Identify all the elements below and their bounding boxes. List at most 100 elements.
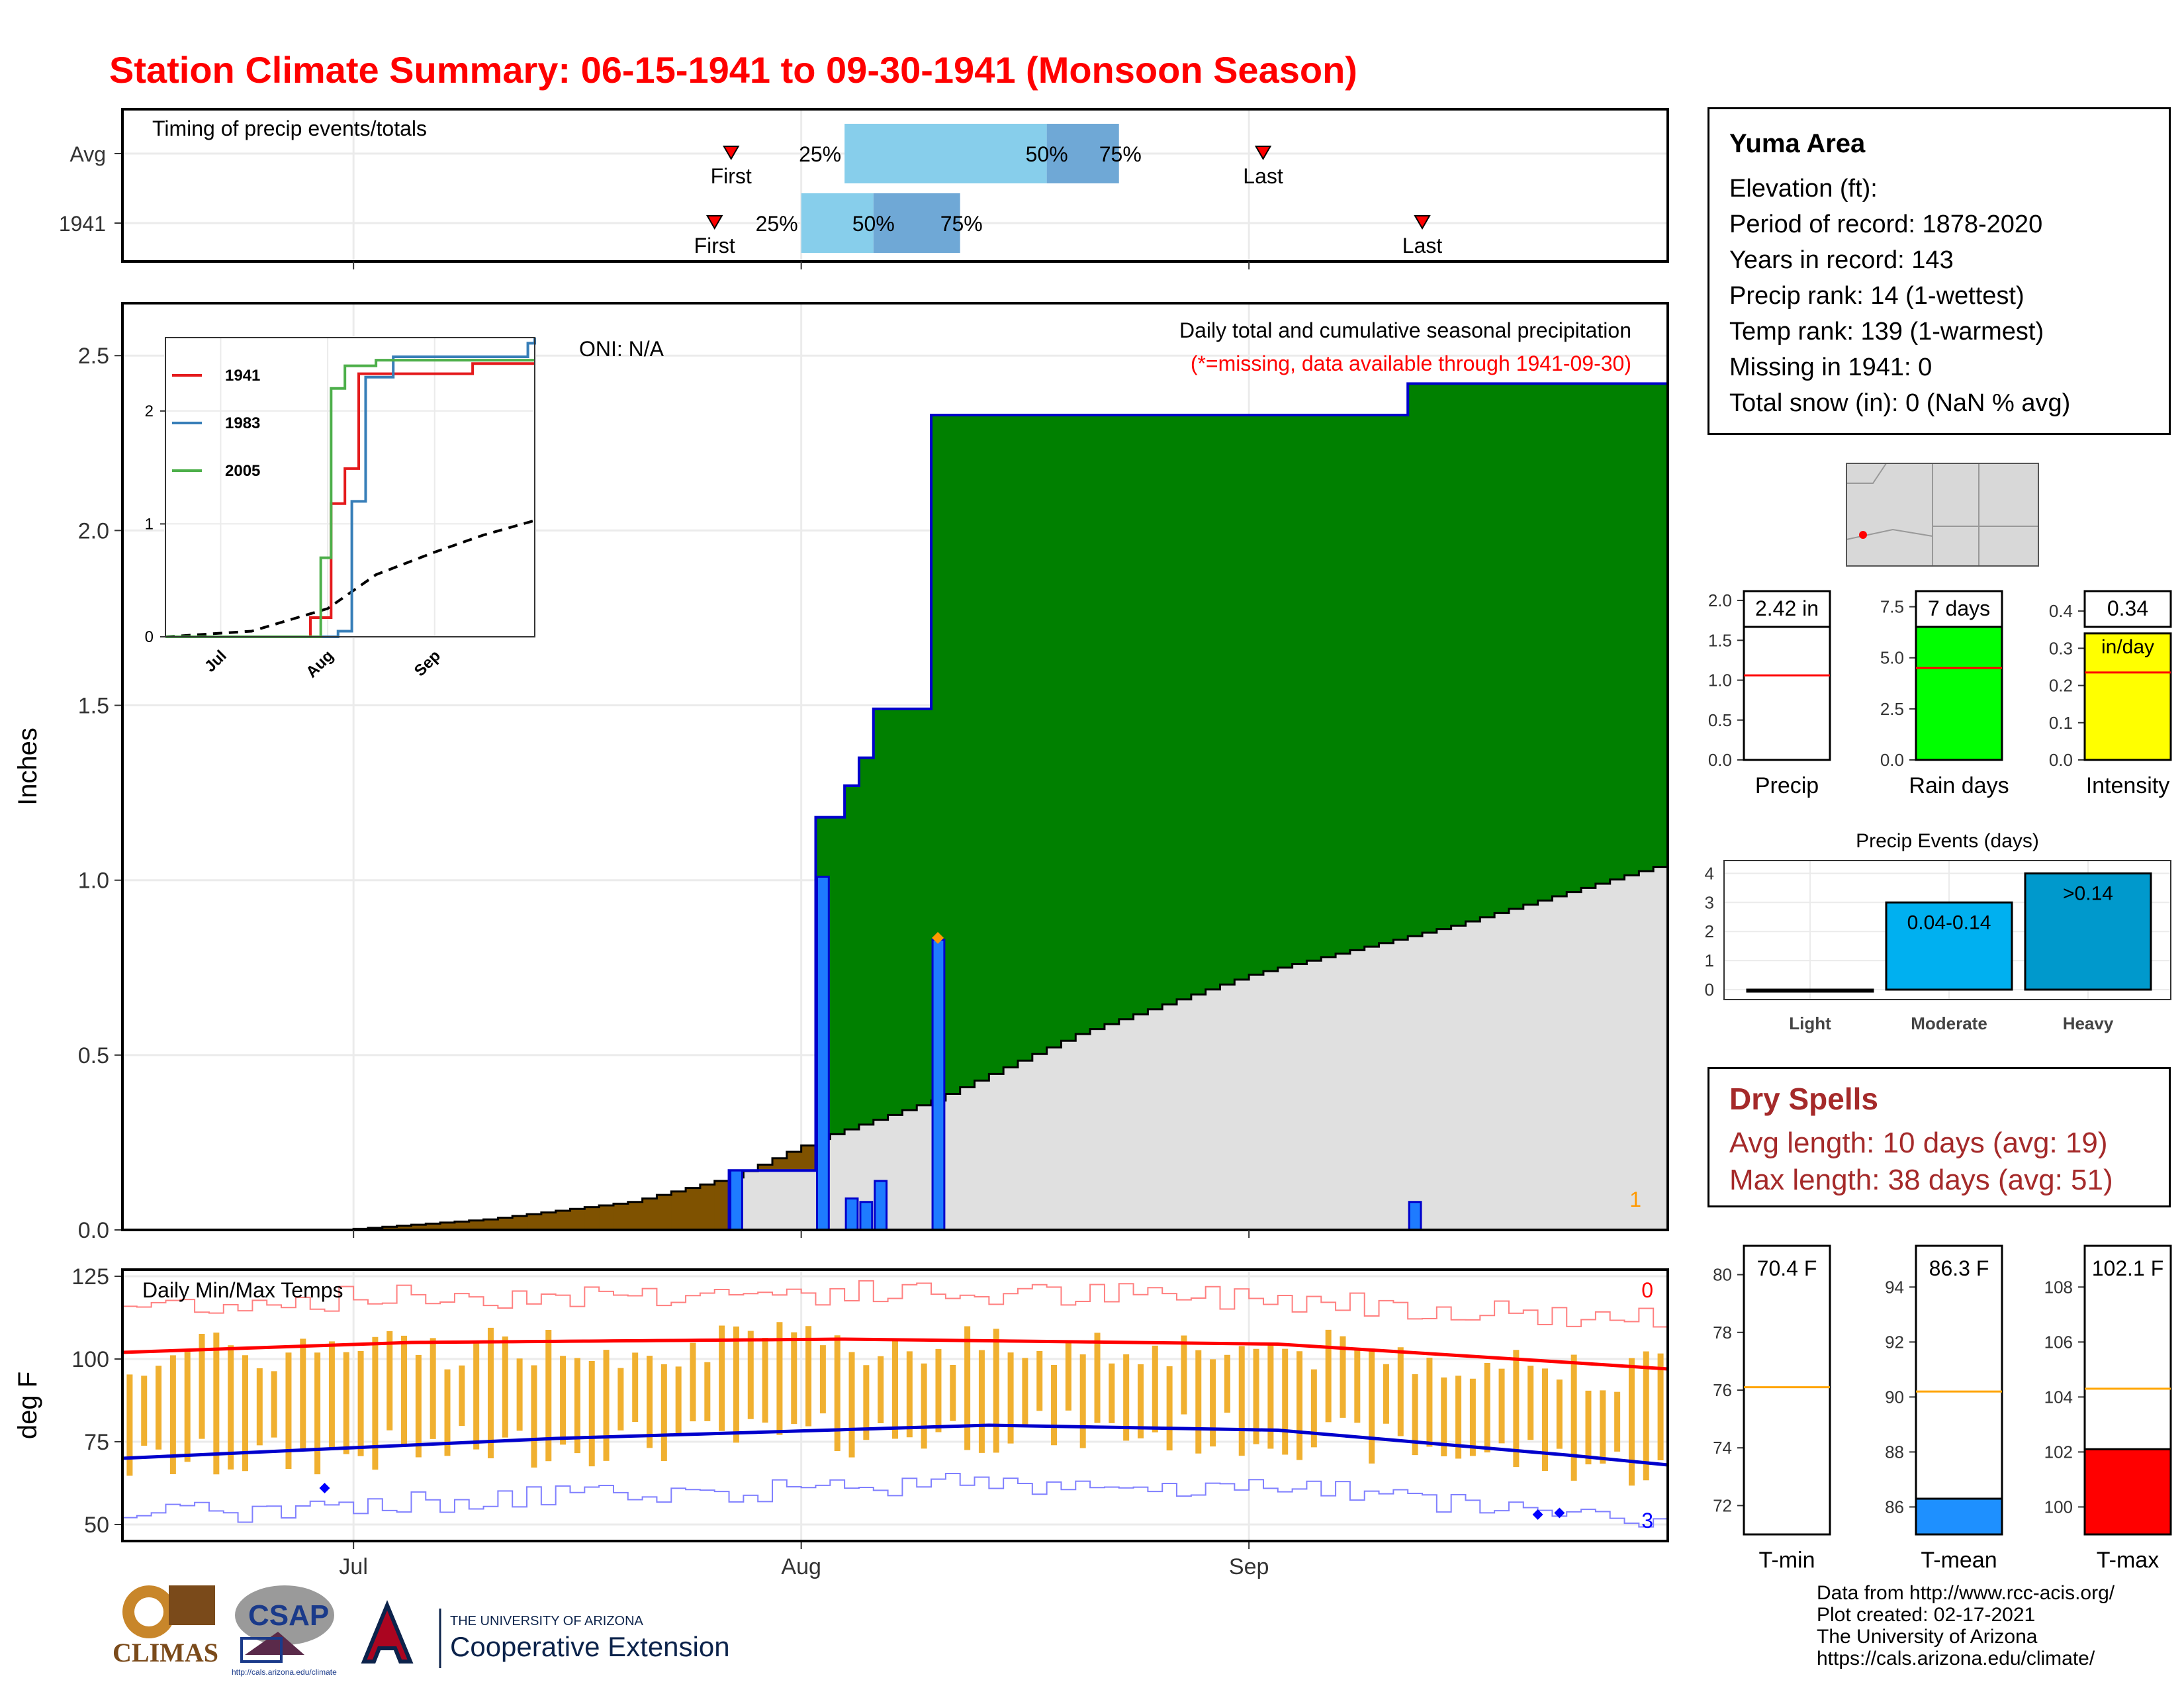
precip-accum-surplus (1306, 415, 1322, 961)
precip-normal-fill (1263, 971, 1279, 1230)
temp-xtick: Jul (339, 1554, 367, 1579)
precip-ytick: 2.0 (78, 518, 109, 543)
minibar-name: Rain days (1909, 773, 2009, 798)
precip-accum-surplus (1408, 383, 1423, 937)
events-ytick: 2 (1705, 921, 1714, 941)
precip-accum-surplus (1465, 383, 1480, 922)
climas-logo: CLIMAS (113, 1585, 218, 1667)
tempbar-value: 86.3 F (1929, 1256, 1989, 1280)
precip-normal-fill (743, 1171, 758, 1230)
precip-normal-fill (1306, 961, 1322, 1230)
precip-normal-fill (1422, 932, 1437, 1230)
precip-normal-fill (917, 1105, 932, 1230)
precip-avg-line (122, 863, 1669, 1231)
precip-normal-fill (1234, 979, 1250, 1230)
tempbar-tick: 108 (2044, 1277, 2073, 1297)
precip-normal-fill (1321, 957, 1336, 1230)
precip-daily-bar (1408, 1201, 1422, 1231)
precip-accum-deficit (396, 1225, 412, 1230)
precip-normal-fill (1581, 888, 1596, 1230)
precip-accum-surplus (1249, 415, 1264, 975)
precip-normal-fill (1610, 879, 1625, 1230)
temp-frame (121, 1268, 1669, 1542)
temp-record-max-line (122, 1280, 1668, 1328)
precip-accum-surplus (1523, 383, 1539, 905)
precip-normal-fill (1537, 900, 1553, 1230)
temp-record-marker (1554, 1507, 1565, 1519)
precip-normal-fill (1032, 1054, 1048, 1230)
precip-accum-deficit (512, 1215, 527, 1230)
precip-subtitle: (*=missing, data available through 1941-… (1191, 352, 1631, 375)
tempbar-tick: 88 (1885, 1442, 1904, 1462)
precip-accum-surplus (1191, 415, 1206, 995)
precip-accum-surplus (917, 708, 932, 1105)
tempbar-tick: 94 (1885, 1277, 1904, 1297)
minibar-tick: 5.0 (1880, 648, 1904, 668)
tempbar-frame (1915, 1244, 2003, 1536)
precip-normal-fill (1118, 1019, 1134, 1230)
precip-accum-deficit (714, 1181, 730, 1230)
minibar-label-box (1743, 590, 1831, 628)
precip-accum-surplus (960, 415, 976, 1088)
precip-daily-bar (874, 1180, 888, 1231)
precip-normal-fill (1205, 989, 1221, 1230)
precip-accum-deficit (686, 1188, 701, 1230)
station-period: Period of record: 1878-2020 (1729, 211, 2043, 238)
precip-accum-surplus (1480, 383, 1495, 917)
precip-accum-surplus (1349, 415, 1365, 951)
footer-org: The University of Arizona (1817, 1626, 2038, 1648)
precip-accum-deficit (613, 1203, 629, 1230)
precip-normal-fill (1249, 974, 1264, 1230)
precip-ylabel: Inches (13, 727, 42, 806)
precip-normal-fill (1379, 943, 1394, 1230)
precip-normal-fill (1523, 904, 1539, 1230)
minibar-label-box (1915, 590, 2003, 628)
inset-ytick: 1 (145, 515, 154, 533)
tempbar-tick: 72 (1713, 1495, 1732, 1515)
temp-record-min-line (122, 1472, 1668, 1528)
inset-ytick: 0 (145, 628, 154, 646)
tempbar-value: 70.4 F (1757, 1256, 1817, 1280)
minibar-name: Intensity (2086, 773, 2170, 798)
tempbar-tick: 76 (1713, 1380, 1732, 1400)
precip-normal-fill (758, 1170, 773, 1230)
precip-normal-fill (1336, 953, 1351, 1230)
temp-ytick: 50 (84, 1513, 109, 1538)
temp-avg-max-line (122, 1337, 1668, 1371)
precip-daily-bar (729, 1169, 743, 1231)
svg-text:CSAP: CSAP (248, 1599, 329, 1632)
precip-accum-deficit (555, 1210, 570, 1230)
precip-normal-fill (1349, 950, 1365, 1230)
precip-frame (121, 302, 1669, 1231)
precip-normal-fill (887, 1115, 903, 1230)
events-xtick: Heavy (2063, 1013, 2114, 1033)
precip-accum-surplus (1508, 383, 1524, 910)
temp-xtick: Sep (1229, 1554, 1269, 1579)
precip-accum-deficit (772, 1158, 788, 1171)
precip-ytick: 0.0 (78, 1218, 109, 1243)
tempbar-tick: 86 (1885, 1497, 1904, 1517)
footer-created: Plot created: 02-17-2021 (1817, 1604, 2036, 1626)
precip-accum-surplus (858, 757, 874, 1125)
precip-accum-deficit (758, 1164, 773, 1171)
precip-accum-surplus (1451, 383, 1466, 926)
precip-accum-surplus (1148, 415, 1163, 1009)
precip-accum-surplus (1393, 415, 1408, 940)
precip-normal-fill (1624, 875, 1639, 1230)
precip-normal-fill (1436, 929, 1452, 1230)
station-snow: Total snow (in): 0 (NaN % avg) (1729, 389, 2071, 417)
timing-marker-last (1414, 215, 1431, 230)
station-elevation: Elevation (ft): (1729, 175, 1878, 203)
temp-count-bottom: 3 (1641, 1509, 1653, 1532)
precip-accum-surplus (902, 708, 917, 1111)
minibar-tick: 0.4 (2049, 601, 2073, 621)
precip-accum-surplus (1624, 383, 1639, 876)
precip-accum-surplus (989, 415, 1004, 1074)
page-title: Station Climate Summary: 06-15-1941 to 0… (109, 49, 1357, 91)
precip-accum-surplus (844, 786, 860, 1130)
temp-ytick: 100 (71, 1347, 109, 1372)
precip-ytick: 2.5 (78, 344, 109, 369)
timing-row-label: 1941 (59, 212, 106, 236)
precip-accum-surplus (1364, 415, 1380, 947)
temp-avg-min-line (122, 1423, 1668, 1467)
